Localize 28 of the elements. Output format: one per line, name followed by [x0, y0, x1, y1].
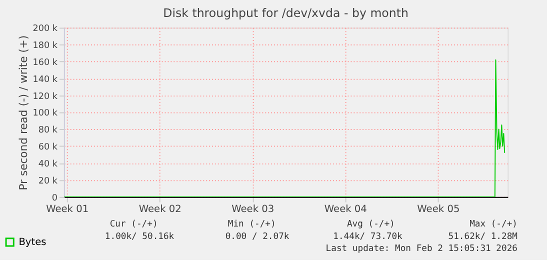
y-tick-label: 160 k	[32, 58, 58, 68]
text: Last update: Mon Feb 2 15:05:31 2026	[326, 244, 518, 254]
text: Max (-/+)	[470, 219, 518, 230]
y-tick-label: 80 k	[38, 126, 58, 136]
text: Min (-/+)	[228, 219, 276, 230]
chart-title: Disk throughput for /dev/xvda - by month	[163, 6, 408, 20]
y-axis-title: Pr second read (-) / write (+)	[16, 35, 30, 190]
legend-label: Bytes	[18, 237, 46, 248]
text: 0.00 / 2.07k	[225, 232, 290, 242]
x-tick-label: Week 03	[232, 204, 274, 216]
y-tick-label: 200 k	[32, 24, 58, 34]
y-tick-label: 60 k	[38, 142, 58, 153]
x-tick-label: Week 04	[324, 204, 367, 216]
y-tick-label: 120 k	[32, 92, 58, 102]
text: 1.44k/ 73.70k	[333, 232, 404, 242]
text: 51.62k/ 1.28M	[448, 232, 518, 242]
y-tick-label: 20 k	[38, 176, 58, 186]
y-tick-label: 140 k	[32, 74, 58, 85]
text: Avg (-/+)	[346, 219, 395, 230]
x-tick-label: Week 05	[417, 204, 460, 216]
y-tick-label: 40 k	[38, 160, 58, 170]
y-tick-label: 100 k	[32, 108, 58, 119]
text: Cur (-/+)	[110, 219, 158, 230]
text: 1.00k/ 50.16k	[104, 232, 175, 242]
y-tick-label: 0	[52, 193, 58, 204]
y-tick-label: 180 k	[32, 41, 58, 52]
x-tick-label: Week 02	[138, 204, 182, 216]
x-tick-label: Week 01	[46, 204, 89, 216]
